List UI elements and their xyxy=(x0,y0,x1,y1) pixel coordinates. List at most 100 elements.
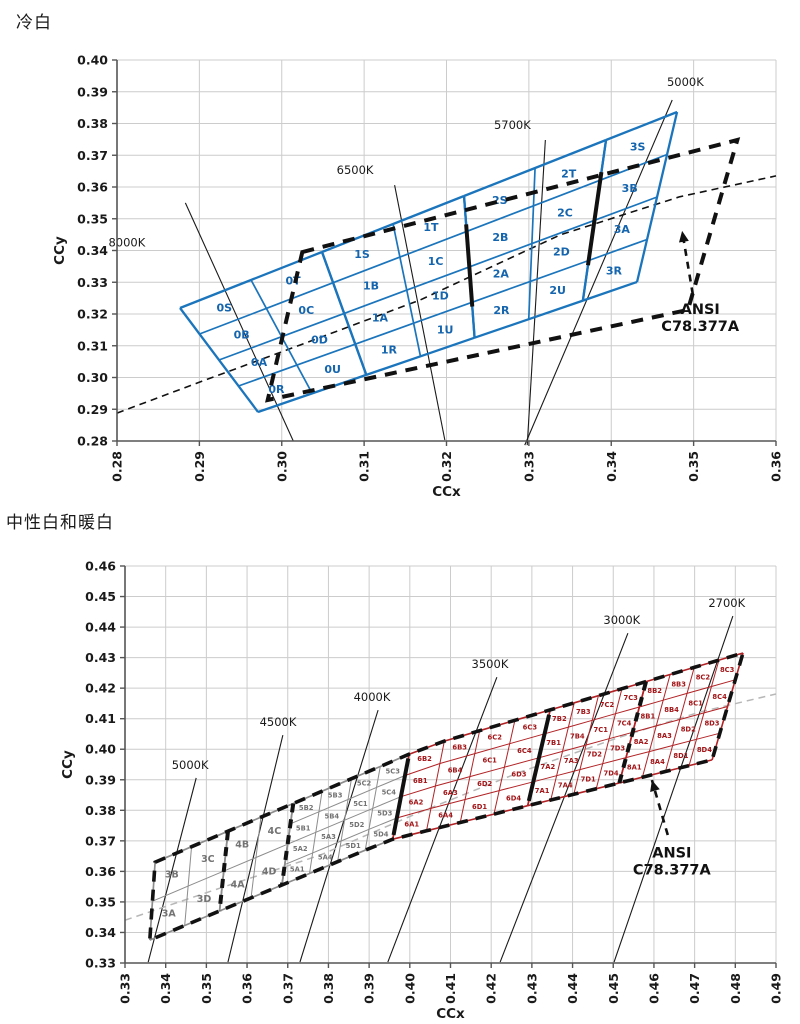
bin-label: 8B4 xyxy=(664,706,679,714)
bin-label: 6B3 xyxy=(452,744,467,752)
bin-label: 5B4 xyxy=(325,812,340,820)
bin-label: 3R xyxy=(606,265,623,278)
y-tick-label: 0.34 xyxy=(77,243,108,258)
bin-label: 5A3 xyxy=(321,833,336,841)
bin-label: 0R xyxy=(268,383,285,396)
bin-label: 2D xyxy=(553,245,570,258)
bin-label: 7B1 xyxy=(546,739,561,747)
cct-leader-line xyxy=(147,777,197,963)
bin-row-line xyxy=(605,110,678,142)
bin-label: 8A1 xyxy=(627,764,642,772)
y-tick-label: 0.38 xyxy=(77,116,108,131)
bin-label: 6D1 xyxy=(472,803,487,811)
bin-label: 7C3 xyxy=(623,694,638,702)
bin-label: 8A2 xyxy=(634,738,649,746)
ansi-boundary-segment xyxy=(391,758,411,836)
x-tick-label: 0.35 xyxy=(199,973,214,1004)
x-tick-label: 0.35 xyxy=(686,451,701,482)
bin-label: 8C3 xyxy=(720,666,735,674)
x-tick-label: 0.47 xyxy=(687,973,702,1004)
bin-label: 8C4 xyxy=(712,693,727,701)
bin-label: 2A xyxy=(493,267,510,280)
x-tick-label: 0.44 xyxy=(565,973,580,1004)
y-tick-label: 0.45 xyxy=(85,589,116,604)
bin-row-line xyxy=(463,138,607,198)
cct-label: 4500K xyxy=(260,715,297,729)
bin-label: 8C2 xyxy=(696,673,711,681)
bin-label: 6A1 xyxy=(404,820,419,828)
bin-label: 6A4 xyxy=(438,812,453,820)
bin-label: 6D4 xyxy=(506,794,521,802)
ansi-arrow-line xyxy=(650,779,670,836)
y-tick-label: 0.35 xyxy=(77,211,108,226)
bin-row-line xyxy=(223,843,288,872)
bin-label: 7A3 xyxy=(564,757,579,765)
bin-label: 8B2 xyxy=(647,687,662,695)
cct-leader-line xyxy=(184,202,294,442)
cct-leader-line xyxy=(613,615,734,963)
x-tick-label: 0.31 xyxy=(357,451,372,482)
bin-label: 7C4 xyxy=(617,719,632,727)
bin-label: 7C2 xyxy=(600,701,615,709)
bin-row-line xyxy=(582,280,638,302)
cct-label: 6500K xyxy=(337,163,374,177)
bin-label: 3C xyxy=(201,854,215,865)
bin-row-line xyxy=(538,731,633,759)
cct-label: 5700K xyxy=(494,118,531,132)
bin-row-line xyxy=(404,733,545,776)
cct-label: 2700K xyxy=(708,596,745,610)
bin-label: 0T xyxy=(286,275,302,288)
cct-leader-line xyxy=(526,139,546,446)
y-tick-label: 0.41 xyxy=(85,711,116,726)
panel-title-cool-white: 冷白 xyxy=(16,13,52,33)
y-tick-label: 0.39 xyxy=(85,772,116,787)
bin-label: 1S xyxy=(354,248,370,261)
ansi-outline xyxy=(265,137,741,403)
y-tick-label: 0.36 xyxy=(77,180,108,195)
x-tick-label: 0.36 xyxy=(769,451,784,482)
bin-row-line xyxy=(471,259,589,304)
bin-label: 2R xyxy=(493,304,510,317)
ansi-label: ANSI xyxy=(681,302,720,318)
y-tick-label: 0.40 xyxy=(77,53,108,68)
bin-label: 3A xyxy=(614,223,631,236)
bin-label: 8D4 xyxy=(697,746,712,754)
bin-label: 5B3 xyxy=(328,792,343,800)
x-tick-label: 0.33 xyxy=(118,973,133,1004)
bin-row-line xyxy=(466,179,601,233)
bin-label: 6C2 xyxy=(488,733,503,741)
bin-row-line xyxy=(238,343,356,387)
bin-row-line xyxy=(332,230,468,284)
bin-label: 4B xyxy=(235,840,249,851)
ansi-boundary-segment xyxy=(617,681,648,784)
bin-row-line xyxy=(400,757,540,798)
y-tick-label: 0.42 xyxy=(85,681,116,696)
bin-row-line xyxy=(625,732,721,759)
bin-label: 5C2 xyxy=(357,779,372,787)
bin-label: 5A1 xyxy=(290,865,305,873)
x-tick-label: 0.30 xyxy=(274,451,289,482)
bin-row-line xyxy=(544,706,640,735)
bin-label: 7C1 xyxy=(594,726,609,734)
ansi-arrow-head xyxy=(650,780,660,793)
x-tick-label: 0.29 xyxy=(192,451,207,482)
bin-label: 5C3 xyxy=(385,767,400,775)
bin-label: 7A1 xyxy=(535,787,550,795)
x-tick-label: 0.48 xyxy=(728,973,743,1004)
x-tick-label: 0.34 xyxy=(604,451,619,482)
cct-label: 5000K xyxy=(667,75,704,89)
bin-label: 8A3 xyxy=(657,732,672,740)
bin-label: 3S xyxy=(630,141,646,154)
bin-row-line xyxy=(594,196,658,222)
y-tick-label: 0.37 xyxy=(77,148,108,163)
bin-label: 4C xyxy=(268,826,282,837)
bin-label: 1T xyxy=(423,221,439,234)
x-tick-label: 0.32 xyxy=(439,451,454,482)
y-tick-label: 0.30 xyxy=(77,370,108,385)
bin-label: 6C4 xyxy=(517,747,532,755)
y-tick-label: 0.36 xyxy=(85,864,116,879)
y-tick-label: 0.34 xyxy=(85,925,116,940)
bin-row-line xyxy=(533,757,627,783)
x-axis-title: CCx xyxy=(432,484,461,500)
bin-label: 6C3 xyxy=(523,723,538,731)
